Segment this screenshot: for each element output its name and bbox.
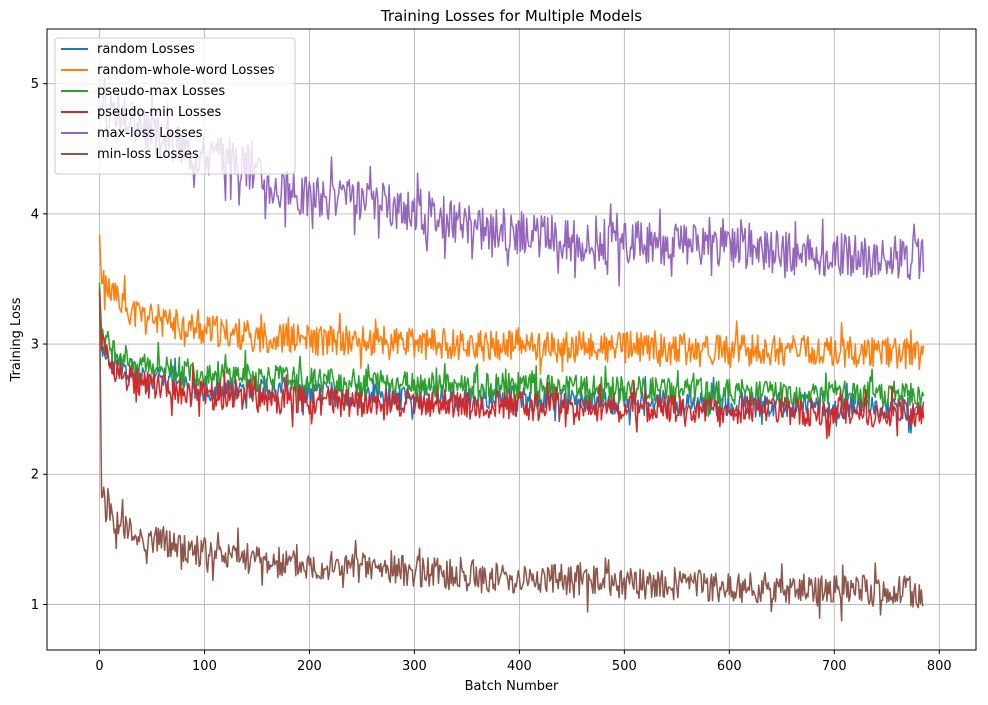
series-line-3	[98, 291, 925, 440]
y-tick-label: 2	[31, 468, 39, 483]
x-tick-label: 300	[402, 659, 427, 674]
x-tick-label: 700	[822, 659, 847, 674]
legend-label: random Losses	[97, 42, 195, 57]
chart-title: Training Losses for Multiple Models	[380, 7, 642, 25]
legend: random Losses random-whole-word Losses pse…	[54, 37, 296, 175]
x-axis-label: Batch Number	[465, 679, 559, 694]
y-tick-label: 5	[31, 77, 39, 92]
x-tick-label: 100	[192, 659, 217, 674]
series-line-2	[98, 282, 925, 417]
x-tick-label: 400	[507, 659, 532, 674]
x-tick-label: 200	[297, 659, 322, 674]
series-line-1	[98, 234, 925, 375]
plot-frame	[46, 28, 977, 651]
series-line-5	[98, 289, 924, 622]
legend-box	[54, 37, 296, 175]
y-tick-label: 4	[31, 207, 39, 222]
legend-label: min-loss Losses	[97, 147, 199, 162]
legend-label: random-whole-word Losses	[97, 63, 275, 78]
legend-label: pseudo-min Losses	[97, 105, 222, 120]
x-tick-label: 600	[717, 659, 742, 674]
legend-label: max-loss Losses	[97, 126, 203, 141]
y-tick-label: 1	[31, 598, 39, 613]
legend-label: pseudo-max Losses	[97, 84, 225, 99]
x-tick-label: 800	[927, 659, 952, 674]
x-tick-label: 500	[612, 659, 637, 674]
axes: 0 100 200 300 400 500 600 700 800 1 2 3 4 5	[31, 28, 977, 674]
y-tick-label: 3	[31, 338, 39, 353]
x-tick-label: 0	[95, 659, 103, 674]
y-axis-label: Training Loss	[9, 297, 24, 382]
